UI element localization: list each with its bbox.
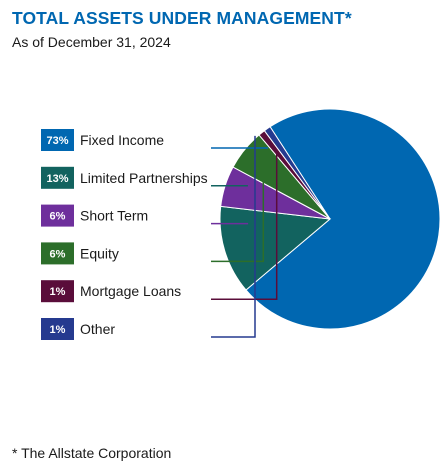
- legend-label: Limited Partnerships: [80, 170, 208, 186]
- pie-slice-other: [263, 126, 331, 220]
- legend-percent: 13%: [46, 173, 68, 185]
- legend-color-box: [41, 166, 74, 189]
- legend-label: Mortgage Loans: [80, 283, 181, 299]
- legend-item-fixed-income: 73% Fixed Income: [41, 128, 268, 152]
- legend-color-box: [41, 318, 74, 340]
- legend-percent: 6%: [50, 248, 66, 260]
- legend-label: Other: [80, 321, 115, 337]
- legend-percent: 1%: [50, 324, 66, 336]
- legend-percent: 73%: [46, 135, 68, 147]
- legend-item-equity: 6% Equity: [41, 165, 265, 266]
- legend-item-other: 1% Other: [41, 135, 256, 341]
- legend-color-box: [41, 204, 74, 227]
- legend-percent: 1%: [50, 286, 66, 298]
- pie-slice-limited-partnerships: [219, 205, 332, 291]
- legend-percent: 6%: [50, 211, 66, 223]
- legend-item-limited-partnerships: 13% Limited Partnerships: [41, 165, 248, 190]
- legend-label: Fixed Income: [80, 132, 164, 148]
- legend-color-box: [41, 129, 74, 151]
- legend-color-box: [41, 242, 74, 265]
- legend-label: Short Term: [80, 208, 148, 224]
- legend-item-short-term: 6% Short Term: [41, 203, 249, 228]
- legend-label: Equity: [80, 245, 119, 261]
- footnote: * The Allstate Corporation: [12, 445, 172, 461]
- legend-color-box: [41, 280, 74, 303]
- chart-subtitle: As of December 31, 2024: [12, 34, 171, 50]
- chart-title: TOTAL ASSETS UNDER MANAGEMENT*: [12, 8, 352, 28]
- legend-item-mortgage-loans: 1% Mortgage Loans: [41, 151, 278, 304]
